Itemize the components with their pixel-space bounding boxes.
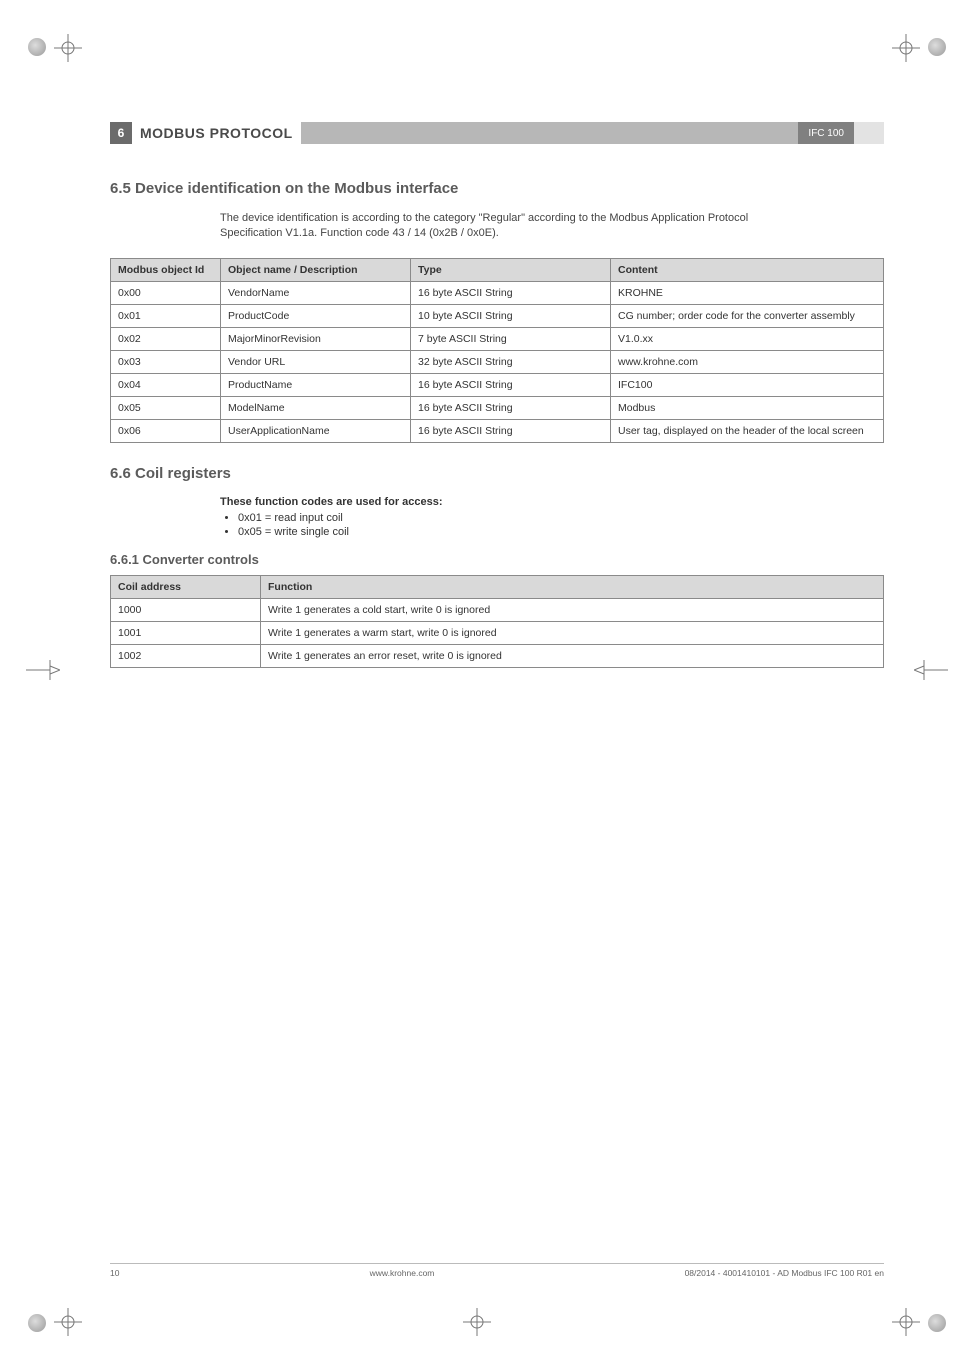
chapter-number: 6	[110, 122, 132, 144]
table-cell: VendorName	[221, 281, 411, 304]
table-cell: 0x04	[111, 373, 221, 396]
table-cell: 0x01	[111, 304, 221, 327]
table-cell: CG number; order code for the converter …	[611, 304, 884, 327]
crop-mark	[892, 1308, 920, 1336]
table-cell: 10 byte ASCII String	[411, 304, 611, 327]
table-cell: 1001	[111, 621, 261, 644]
table-cell: UserApplicationName	[221, 419, 411, 442]
page-footer: 10 www.krohne.com 08/2014 - 4001410101 -…	[110, 1263, 884, 1278]
chapter-header: 6 MODBUS PROTOCOL IFC 100	[110, 122, 884, 144]
section-6-6-1-heading: 6.6.1 Converter controls	[110, 552, 884, 567]
col-header: Coil address	[111, 575, 261, 598]
table-row: 0x00VendorName16 byte ASCII StringKROHNE	[111, 281, 884, 304]
header-fill	[301, 122, 799, 144]
list-item: 0x05 = write single coil	[238, 526, 884, 538]
table-row: 0x03Vendor URL32 byte ASCII Stringwww.kr…	[111, 350, 884, 373]
table-row: 0x04ProductName16 byte ASCII StringIFC10…	[111, 373, 884, 396]
table-cell: 0x00	[111, 281, 221, 304]
page-number: 10	[110, 1268, 119, 1278]
corner-dot	[928, 1314, 946, 1332]
table-cell: 0x02	[111, 327, 221, 350]
col-header: Content	[611, 258, 884, 281]
device-id-table: Modbus object Id Object name / Descripti…	[110, 258, 884, 443]
table-cell: MajorMinorRevision	[221, 327, 411, 350]
crop-mark	[54, 34, 82, 62]
table-row: 1001Write 1 generates a warm start, writ…	[111, 621, 884, 644]
table-cell: 7 byte ASCII String	[411, 327, 611, 350]
table-row: 1000Write 1 generates a cold start, writ…	[111, 598, 884, 621]
table-cell: Write 1 generates an error reset, write …	[261, 644, 884, 667]
section-6-5-intro: The device identification is according t…	[220, 211, 780, 242]
table-row: 0x05ModelName16 byte ASCII StringModbus	[111, 396, 884, 419]
table-cell: Write 1 generates a warm start, write 0 …	[261, 621, 884, 644]
header-tail	[854, 122, 884, 144]
col-header: Modbus object Id	[111, 258, 221, 281]
table-cell: 0x03	[111, 350, 221, 373]
chapter-title: MODBUS PROTOCOL	[132, 122, 301, 144]
corner-dot	[28, 38, 46, 56]
table-cell: 16 byte ASCII String	[411, 396, 611, 419]
side-mark	[914, 660, 948, 680]
table-row: 0x02MajorMinorRevision7 byte ASCII Strin…	[111, 327, 884, 350]
section-6-6-heading: 6.6 Coil registers	[110, 465, 884, 482]
table-row: 1002Write 1 generates an error reset, wr…	[111, 644, 884, 667]
table-cell: Vendor URL	[221, 350, 411, 373]
table-cell: 0x06	[111, 419, 221, 442]
table-cell: ProductName	[221, 373, 411, 396]
table-cell: 32 byte ASCII String	[411, 350, 611, 373]
table-cell: V1.0.xx	[611, 327, 884, 350]
table-cell: ModelName	[221, 396, 411, 419]
footer-site: www.krohne.com	[370, 1268, 435, 1278]
crop-mark	[54, 1308, 82, 1336]
coil-table: Coil address Function 1000Write 1 genera…	[110, 575, 884, 668]
bottom-center-mark	[463, 1308, 491, 1336]
table-cell: Modbus	[611, 396, 884, 419]
col-header: Object name / Description	[221, 258, 411, 281]
table-cell: 1002	[111, 644, 261, 667]
function-codes-block: These function codes are used for access…	[220, 496, 884, 538]
col-header: Function	[261, 575, 884, 598]
table-header-row: Modbus object Id Object name / Descripti…	[111, 258, 884, 281]
function-codes-intro: These function codes are used for access…	[220, 496, 884, 508]
table-cell: 16 byte ASCII String	[411, 281, 611, 304]
table-cell: 1000	[111, 598, 261, 621]
corner-dot	[28, 1314, 46, 1332]
col-header: Type	[411, 258, 611, 281]
corner-dot	[928, 38, 946, 56]
table-cell: 0x05	[111, 396, 221, 419]
table-cell: Write 1 generates a cold start, write 0 …	[261, 598, 884, 621]
table-row: 0x01ProductCode10 byte ASCII StringCG nu…	[111, 304, 884, 327]
table-cell: www.krohne.com	[611, 350, 884, 373]
list-item: 0x01 = read input coil	[238, 512, 884, 524]
footer-doc-id: 08/2014 - 4001410101 - AD Modbus IFC 100…	[685, 1268, 884, 1278]
table-cell: 16 byte ASCII String	[411, 373, 611, 396]
section-6-5-heading: 6.5 Device identification on the Modbus …	[110, 180, 884, 197]
function-codes-list: 0x01 = read input coil 0x05 = write singl…	[238, 512, 884, 538]
table-cell: KROHNE	[611, 281, 884, 304]
side-mark	[26, 660, 60, 680]
product-badge: IFC 100	[798, 122, 854, 144]
table-cell: User tag, displayed on the header of the…	[611, 419, 884, 442]
table-cell: 16 byte ASCII String	[411, 419, 611, 442]
table-header-row: Coil address Function	[111, 575, 884, 598]
crop-mark	[892, 34, 920, 62]
table-row: 0x06UserApplicationName16 byte ASCII Str…	[111, 419, 884, 442]
table-cell: ProductCode	[221, 304, 411, 327]
table-cell: IFC100	[611, 373, 884, 396]
